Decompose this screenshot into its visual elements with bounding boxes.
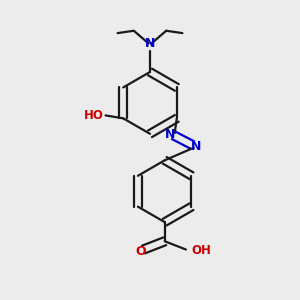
Text: O: O [135,245,146,258]
Text: N: N [145,37,155,50]
Text: N: N [191,140,201,153]
Text: HO: HO [84,109,104,122]
Text: N: N [165,128,175,141]
Text: OH: OH [191,244,211,257]
